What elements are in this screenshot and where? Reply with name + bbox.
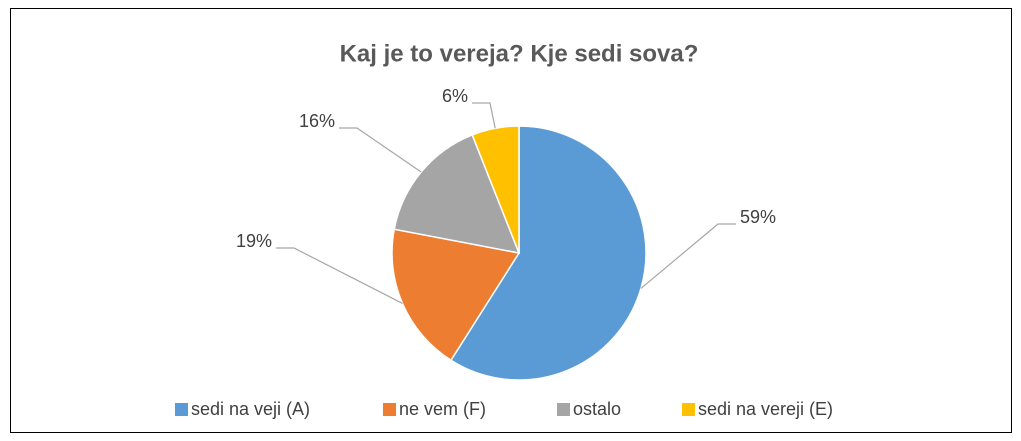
pie-slice (393, 133, 521, 254)
legend-label: ostalo (573, 399, 621, 419)
leader-line (640, 223, 736, 289)
legend-label: ne vem (F) (399, 399, 486, 419)
pie-slice (391, 228, 521, 362)
chart-title: Kaj je to vereja? Kje sedi sova? (340, 40, 699, 67)
legend-swatch (383, 403, 396, 416)
leader-line (339, 127, 422, 173)
data-label: 19% (236, 231, 272, 251)
legend-swatch (175, 403, 188, 416)
legend-label: sedi na veji (A) (191, 399, 310, 419)
data-label: 16% (299, 111, 335, 131)
data-label: 59% (740, 207, 776, 227)
pie-slice (449, 125, 647, 381)
leader-line (472, 102, 496, 129)
legend-swatch (557, 403, 570, 416)
data-label: 6% (442, 86, 468, 106)
leader-line (276, 247, 403, 304)
legend-swatch (682, 403, 695, 416)
legend-label: sedi na vereji (E) (698, 399, 833, 419)
